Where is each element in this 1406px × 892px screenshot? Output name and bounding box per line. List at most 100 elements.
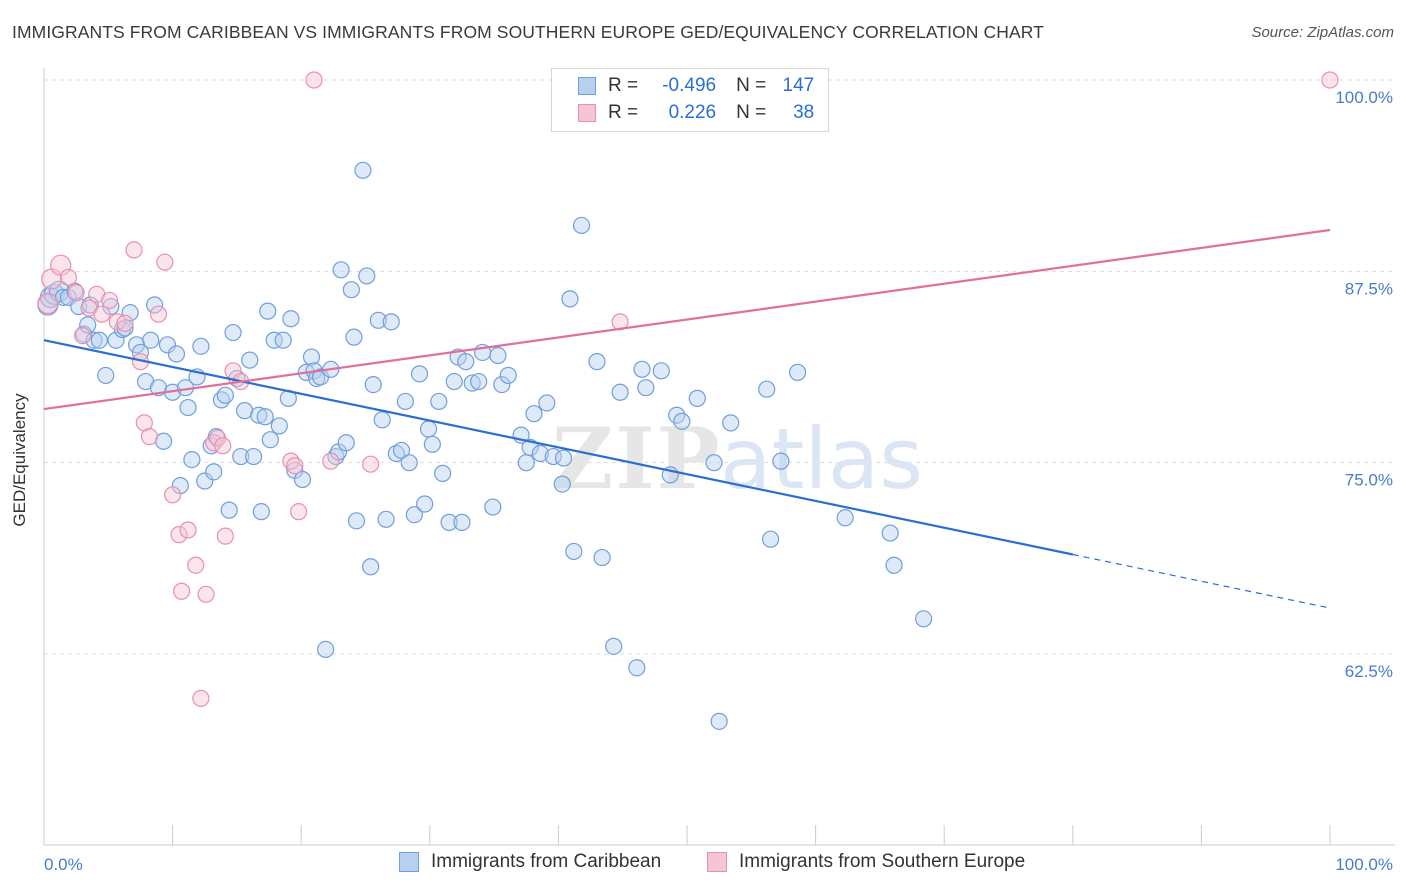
data-point bbox=[525, 405, 543, 423]
data-point bbox=[445, 372, 463, 391]
data-point bbox=[167, 345, 186, 363]
data-point bbox=[67, 284, 85, 302]
correlation-legend: R = -0.496 N = 147 R = 0.226 N = 38 bbox=[551, 68, 829, 132]
y-tick-label: 62.5% bbox=[1345, 662, 1393, 681]
data-point bbox=[282, 310, 300, 328]
data-point bbox=[416, 495, 434, 513]
data-point bbox=[554, 449, 573, 467]
data-point bbox=[192, 337, 210, 355]
data-point bbox=[423, 435, 441, 453]
data-point bbox=[705, 454, 723, 472]
data-point bbox=[179, 398, 197, 417]
data-point bbox=[362, 558, 380, 576]
data-point bbox=[347, 512, 366, 530]
data-point bbox=[761, 530, 780, 548]
data-point bbox=[531, 444, 549, 463]
data-point bbox=[611, 383, 629, 401]
trend-line-extension bbox=[1072, 553, 1331, 609]
data-point bbox=[652, 362, 670, 380]
data-point bbox=[484, 498, 502, 516]
data-point bbox=[245, 447, 263, 466]
y-tick-labels: 62.5% 75.0% 87.5% 100.0% bbox=[1335, 88, 1393, 681]
data-point bbox=[224, 323, 242, 342]
data-point bbox=[345, 328, 363, 346]
data-point bbox=[382, 313, 400, 331]
data-point bbox=[322, 452, 340, 470]
data-point bbox=[387, 444, 405, 463]
data-point bbox=[1321, 71, 1339, 89]
legend-r-label: R = bbox=[608, 75, 639, 96]
data-point bbox=[270, 417, 288, 435]
data-point bbox=[145, 296, 164, 314]
data-point bbox=[121, 304, 139, 322]
legend-label-caribbean: Immigrants from Caribbean bbox=[431, 851, 662, 872]
legend-n-label: N = bbox=[736, 102, 767, 123]
data-point bbox=[588, 353, 606, 371]
data-point bbox=[410, 365, 429, 383]
data-point bbox=[688, 389, 706, 407]
data-point bbox=[470, 372, 488, 391]
data-point bbox=[538, 394, 556, 412]
data-point bbox=[216, 386, 234, 404]
data-point bbox=[572, 216, 591, 235]
legend-label-southern-europe: Immigrants from Southern Europe bbox=[739, 851, 1026, 872]
data-point bbox=[565, 542, 583, 561]
data-point bbox=[156, 253, 174, 271]
data-point bbox=[187, 556, 205, 574]
legend-swatch-pink bbox=[707, 852, 727, 872]
series-legend: Immigrants from Caribbean Immigrants fro… bbox=[0, 851, 1406, 879]
series-caribbean-points bbox=[37, 161, 933, 730]
data-point bbox=[440, 513, 458, 531]
data-point bbox=[788, 363, 807, 381]
data-point bbox=[140, 428, 159, 446]
x-tick-label: 0.0% bbox=[44, 855, 83, 874]
data-point bbox=[250, 406, 268, 424]
data-point bbox=[59, 268, 78, 287]
data-point bbox=[259, 302, 277, 320]
data-point bbox=[293, 470, 312, 489]
data-point bbox=[457, 353, 475, 371]
series-southern-europe-points bbox=[37, 71, 1339, 707]
data-point bbox=[419, 420, 438, 438]
data-point bbox=[37, 292, 59, 315]
y-tick-label: 100.0% bbox=[1335, 88, 1393, 107]
data-point bbox=[100, 291, 119, 310]
data-point bbox=[205, 463, 223, 481]
data-point bbox=[97, 366, 115, 385]
data-point bbox=[252, 503, 270, 521]
data-point bbox=[628, 659, 646, 677]
data-point bbox=[265, 331, 283, 349]
data-point bbox=[430, 392, 448, 411]
data-point bbox=[302, 348, 321, 366]
data-point bbox=[710, 712, 728, 730]
legend-n-value: 147 bbox=[782, 75, 815, 96]
trend-line bbox=[43, 339, 1074, 556]
data-point bbox=[116, 314, 134, 332]
data-point bbox=[154, 432, 173, 450]
data-point bbox=[673, 412, 691, 430]
data-point bbox=[772, 452, 790, 470]
legend-item-southern-europe: Immigrants from Southern Europe bbox=[707, 851, 1025, 873]
data-point bbox=[196, 472, 214, 490]
data-point bbox=[107, 331, 125, 349]
watermark-zip: ZIP bbox=[552, 409, 722, 508]
legend-r-label: R = bbox=[608, 102, 639, 123]
data-point bbox=[493, 376, 511, 394]
data-point bbox=[216, 527, 234, 545]
data-point bbox=[93, 305, 111, 323]
data-point bbox=[605, 637, 623, 655]
data-point bbox=[142, 331, 160, 349]
data-point bbox=[453, 513, 471, 531]
data-point bbox=[192, 689, 210, 707]
source-label: Source: ZipAtlas.com bbox=[1251, 24, 1394, 41]
trend-line bbox=[43, 228, 1331, 411]
data-point bbox=[179, 521, 197, 539]
data-point bbox=[362, 455, 380, 473]
data-point bbox=[317, 640, 335, 659]
data-point bbox=[149, 305, 168, 323]
data-point bbox=[758, 380, 776, 398]
data-point bbox=[337, 434, 355, 452]
data-point bbox=[173, 582, 191, 600]
legend-item-caribbean: Immigrants from Caribbean bbox=[399, 851, 661, 873]
